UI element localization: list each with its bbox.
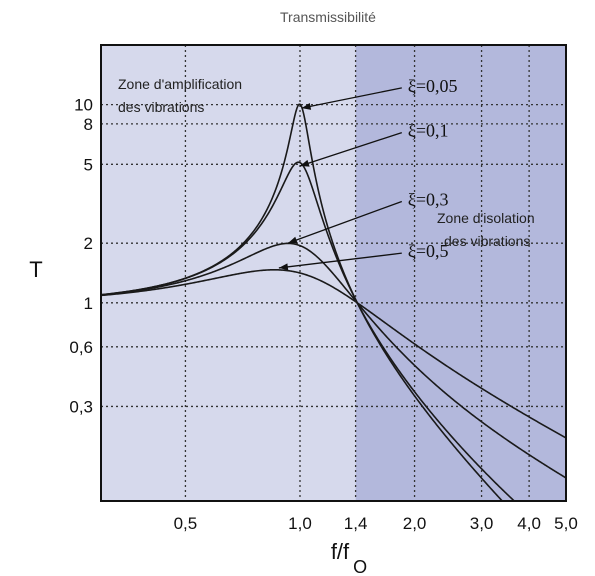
isolation-zone-label-2: des vibrations: [444, 233, 530, 249]
series-label: ξ=0,1: [408, 121, 449, 141]
series-arrow-head: [278, 263, 289, 271]
y-tick-label: 10: [74, 96, 93, 115]
series-arrow-head: [301, 102, 312, 110]
amplification-zone-label-2: des vibrations: [118, 99, 204, 115]
chart-title: Transmissibilité: [280, 9, 376, 25]
series-arrow-line: [287, 200, 403, 244]
series-arrow-line: [299, 131, 403, 167]
x-tick-label: 1,0: [288, 514, 312, 533]
x-tick-label: 1,4: [344, 514, 368, 533]
series-arrow-line: [301, 87, 402, 109]
series-arrow-head: [287, 236, 298, 244]
y-axis-label: T: [29, 257, 42, 282]
plot-frame: [100, 44, 567, 502]
series-label: ξ=0,5: [408, 241, 449, 261]
isolation-zone-label-1: Zone d'isolation: [437, 210, 535, 226]
x-tick-label: 3,0: [470, 514, 494, 533]
x-axis-label: f/fO: [331, 539, 367, 576]
series-label: ξ=0,3: [408, 189, 449, 209]
amplification-zone: [101, 45, 356, 501]
y-tick-label: 1: [84, 294, 93, 313]
y-tick-label: 2: [84, 234, 93, 253]
isolation-zone: [355, 45, 566, 501]
series-label: ξ=0,05: [408, 76, 458, 96]
y-tick-label: 0,3: [69, 397, 93, 416]
grid-lines: [101, 45, 567, 501]
x-tick-labels: 0,5 1,0 1,4 2,0 3,0 4,0 5,0: [174, 514, 578, 533]
curve-series-3: [100, 242, 567, 479]
x-tick-label: 2,0: [403, 514, 427, 533]
y-tick-label: 8: [84, 115, 93, 134]
x-tick-label: 4,0: [517, 514, 541, 533]
y-tick-labels: 0,3 0,6 1 2 5 810: [69, 96, 93, 417]
amplification-zone-label-1: Zone d'amplification: [118, 76, 242, 92]
curve-series-4: [100, 268, 567, 439]
series-labels: ξ=0,05 ξ=0,1 ξ=0,3 ξ=0,5: [408, 76, 458, 261]
series-arrow-line: [278, 252, 402, 269]
series-arrow-head: [299, 159, 310, 167]
series-arrows: [278, 87, 403, 271]
x-tick-label: 5,0: [554, 514, 578, 533]
x-tick-label: 0,5: [174, 514, 198, 533]
y-tick-label: 0,6: [69, 338, 93, 357]
curves: [100, 103, 567, 502]
curve-series-2: [100, 161, 516, 502]
y-tick-label: 5: [84, 155, 93, 174]
x-axis-label-subscript: O: [353, 557, 367, 576]
x-axis-label-main: f/f: [331, 539, 350, 564]
